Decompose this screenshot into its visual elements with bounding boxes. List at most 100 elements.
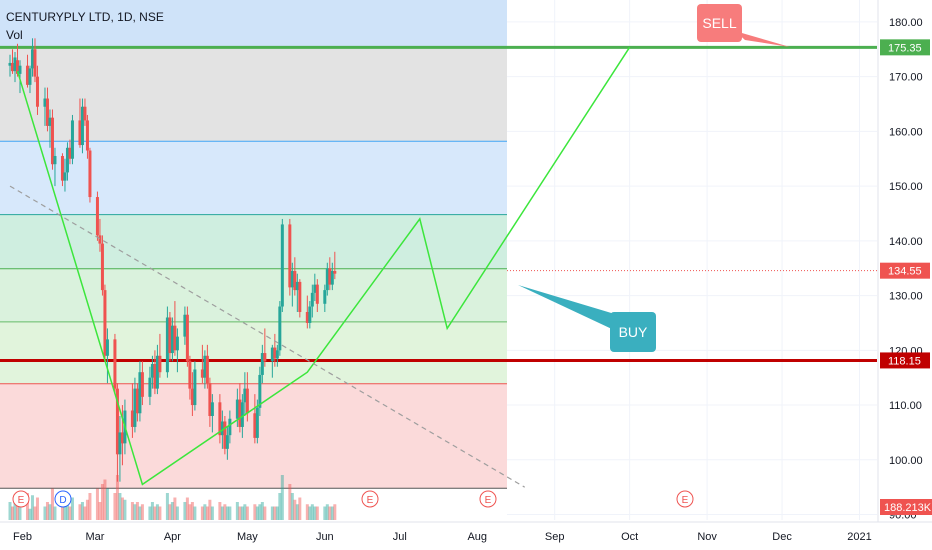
- candle[interactable]: [103, 290, 107, 356]
- event-marker[interactable]: [54, 490, 72, 508]
- candle[interactable]: [220, 421, 224, 436]
- candle[interactable]: [193, 369, 197, 406]
- candle[interactable]: [78, 120, 82, 146]
- candle[interactable]: [200, 369, 204, 378]
- candle[interactable]: [288, 224, 292, 288]
- candle[interactable]: [30, 49, 34, 69]
- sell-callout[interactable]: [697, 4, 742, 42]
- candle[interactable]: [295, 281, 299, 291]
- candle[interactable]: [228, 418, 232, 436]
- candle[interactable]: [35, 76, 39, 107]
- price-tag[interactable]: [880, 352, 930, 369]
- candle[interactable]: [63, 172, 67, 181]
- candle[interactable]: [130, 410, 134, 427]
- candle[interactable]: [325, 268, 329, 291]
- candle[interactable]: [278, 306, 282, 351]
- candle[interactable]: [15, 60, 19, 74]
- candle[interactable]: [8, 62, 12, 66]
- candle[interactable]: [223, 421, 227, 449]
- candle[interactable]: [253, 413, 257, 438]
- symbol-title[interactable]: CENTURYPLY LTD, 1D, NSE: [6, 10, 164, 24]
- candle[interactable]: [310, 292, 314, 307]
- candle[interactable]: [120, 432, 124, 444]
- candle[interactable]: [328, 268, 332, 285]
- price-tag[interactable]: [880, 39, 930, 56]
- buy-callout[interactable]: [610, 312, 656, 352]
- candle[interactable]: [83, 106, 87, 121]
- candle[interactable]: [188, 361, 192, 389]
- candle[interactable]: [183, 314, 187, 337]
- candle[interactable]: [68, 147, 72, 159]
- price-tag[interactable]: [880, 262, 930, 279]
- candle[interactable]: [260, 353, 264, 375]
- candle[interactable]: [95, 197, 99, 236]
- candle[interactable]: [298, 281, 302, 312]
- candle[interactable]: [263, 353, 267, 362]
- candle[interactable]: [155, 355, 159, 389]
- candle[interactable]: [330, 270, 334, 285]
- candle[interactable]: [313, 284, 317, 293]
- event-marker[interactable]: [479, 490, 497, 508]
- candle[interactable]: [190, 388, 194, 406]
- candle[interactable]: [140, 372, 144, 397]
- candle[interactable]: [100, 243, 104, 291]
- candle[interactable]: [203, 355, 207, 378]
- candle[interactable]: [150, 364, 154, 378]
- candle[interactable]: [48, 117, 52, 126]
- candle[interactable]: [210, 402, 214, 416]
- candle[interactable]: [10, 62, 14, 72]
- candle[interactable]: [243, 388, 247, 403]
- candle[interactable]: [290, 270, 294, 288]
- candle[interactable]: [170, 325, 174, 354]
- candle[interactable]: [315, 284, 319, 304]
- candle[interactable]: [308, 306, 312, 323]
- candle[interactable]: [60, 156, 64, 181]
- candle[interactable]: [168, 317, 172, 354]
- candle[interactable]: [240, 402, 244, 427]
- candle[interactable]: [235, 399, 239, 419]
- volume-indicator-label[interactable]: Vol: [6, 28, 23, 42]
- zigzag-trendline[interactable]: [16, 46, 631, 486]
- event-marker[interactable]: [676, 490, 694, 508]
- candle[interactable]: [225, 435, 229, 449]
- candle[interactable]: [153, 364, 157, 389]
- candle[interactable]: [28, 68, 32, 85]
- candle[interactable]: [13, 57, 17, 72]
- candle[interactable]: [293, 270, 297, 291]
- candle[interactable]: [173, 325, 177, 351]
- candle[interactable]: [258, 374, 262, 408]
- candle[interactable]: [238, 399, 242, 427]
- candle[interactable]: [305, 312, 309, 323]
- candle[interactable]: [158, 355, 162, 373]
- candle[interactable]: [85, 120, 89, 151]
- candle[interactable]: [65, 147, 69, 173]
- candle[interactable]: [50, 117, 54, 165]
- event-marker[interactable]: [12, 490, 30, 508]
- candle[interactable]: [135, 388, 139, 414]
- candle[interactable]: [43, 98, 47, 107]
- candle[interactable]: [208, 383, 212, 416]
- candle[interactable]: [80, 106, 84, 146]
- descending-trendline[interactable]: [9, 185, 526, 488]
- candle[interactable]: [270, 347, 274, 362]
- candle[interactable]: [185, 314, 189, 362]
- candle[interactable]: [118, 432, 122, 455]
- candle[interactable]: [165, 317, 169, 373]
- candle[interactable]: [280, 224, 284, 307]
- candle[interactable]: [205, 355, 209, 384]
- candle[interactable]: [113, 339, 117, 389]
- candle[interactable]: [333, 270, 337, 274]
- event-marker[interactable]: [361, 490, 379, 508]
- candle[interactable]: [18, 65, 22, 74]
- candle[interactable]: [70, 120, 74, 159]
- candle[interactable]: [53, 156, 57, 165]
- candle[interactable]: [273, 347, 277, 359]
- candle[interactable]: [148, 377, 152, 397]
- volume-tag[interactable]: [880, 499, 932, 515]
- candle[interactable]: [275, 350, 279, 359]
- candle[interactable]: [105, 339, 109, 356]
- candle[interactable]: [175, 336, 179, 351]
- candle[interactable]: [25, 65, 29, 85]
- candle[interactable]: [88, 150, 92, 198]
